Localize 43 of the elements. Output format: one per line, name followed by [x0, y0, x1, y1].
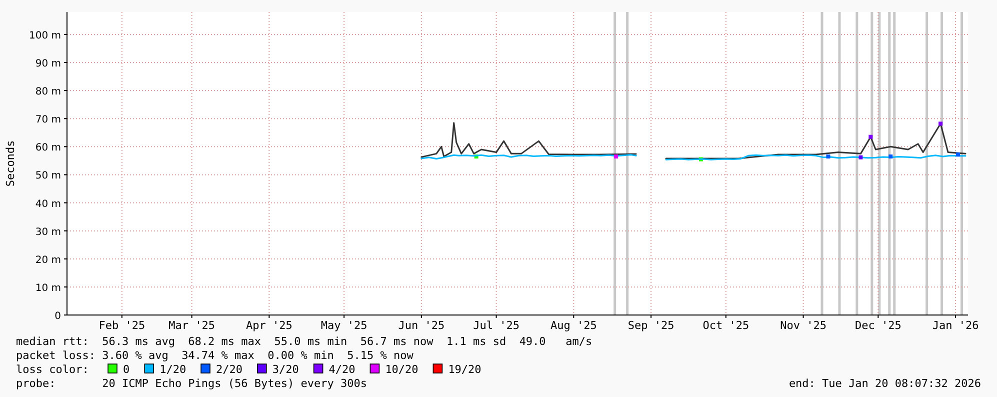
point	[888, 154, 893, 158]
x-tick-label: Sep '25	[628, 319, 674, 332]
legend-label: 19/20	[448, 363, 482, 376]
x-tick-label: Apr '25	[246, 319, 292, 332]
point	[956, 152, 960, 157]
x-tick-label: Oct '25	[702, 319, 750, 332]
legend-title: loss color:	[16, 363, 89, 376]
legend-label: 1/20	[160, 363, 186, 376]
x-tick-label: Jul '25	[473, 319, 520, 332]
text: packet loss: 3.60 % avg 34.74 % max 0.00 % min 5.15 % now	[16, 349, 414, 362]
text: median rtt: 56.3 ms avg 68.2 ms max 55.0 ms min 56.7 ms now 1.1 ms sd 49.0 am/s	[16, 335, 592, 348]
y-tick-label: 0	[54, 311, 61, 322]
point	[858, 155, 863, 160]
text: end: Tue Jan 20 08:07:32 2026	[788, 377, 981, 390]
y-tick-label: 80 m	[35, 86, 61, 98]
y-tick-label: 50 m	[35, 170, 61, 182]
point	[614, 154, 618, 158]
y-tick-label: 70 m	[35, 114, 61, 126]
x-tick-label: May '25	[320, 319, 368, 332]
y-tick-label: 60 m	[35, 142, 61, 154]
y-tick-label: 40 m	[35, 198, 61, 210]
point	[826, 154, 830, 158]
x-tick-label: Jan '26	[932, 319, 979, 332]
point	[938, 122, 943, 126]
x-tick-label: Mar '25	[168, 319, 215, 332]
y-axis-title: Seconds	[4, 140, 17, 187]
legend-label: 4/20	[328, 363, 356, 376]
y-tick-label: 20 m	[35, 254, 61, 266]
y-tick-label: 30 m	[35, 226, 61, 238]
text: probe: 20 ICMP Echo Pings (56 Bytes) every 300s	[16, 377, 367, 390]
x-tick-label: Feb '25	[98, 319, 146, 332]
legend-label: 10/20	[385, 363, 418, 376]
legend-label: 3/20	[272, 363, 299, 376]
x-tick-label: Jun '25	[398, 319, 445, 332]
y-tick-label: 100 m	[28, 30, 61, 42]
x-tick-label: Nov '25	[780, 319, 826, 332]
point	[868, 134, 873, 139]
legend-label: 2/20	[216, 363, 242, 376]
x-tick-label: Aug '25	[550, 319, 597, 332]
legend-label: 0	[123, 363, 130, 376]
x-tick-label: Dec '25	[854, 319, 902, 332]
y-tick-label: 10 m	[35, 282, 61, 294]
y-tick-label: 90 m	[35, 58, 61, 70]
